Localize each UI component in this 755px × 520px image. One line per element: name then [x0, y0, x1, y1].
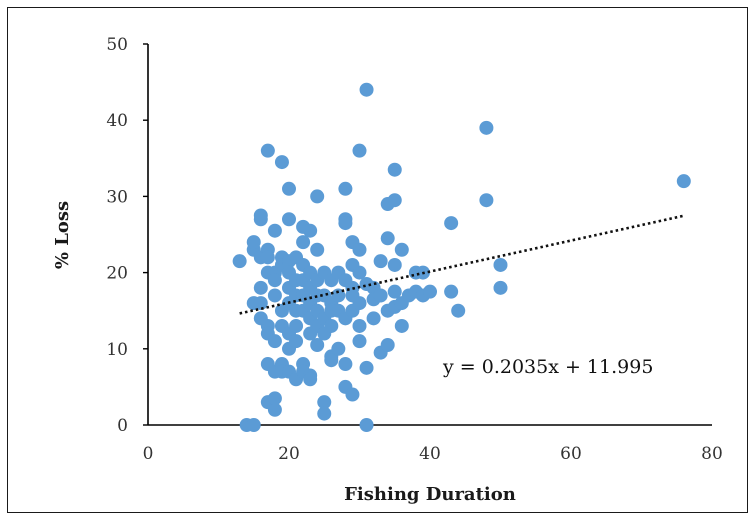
data-point	[246, 418, 261, 432]
data-point	[331, 341, 346, 356]
data-point	[423, 284, 437, 299]
y-tick-label: 50	[106, 35, 128, 55]
data-point	[338, 216, 353, 231]
y-axis: 0 10 20 30 40 50	[106, 35, 149, 436]
data-point	[267, 288, 282, 303]
data-point	[282, 212, 296, 227]
data-point	[324, 318, 339, 333]
data-point	[267, 223, 282, 238]
y-tick-label: 40	[106, 111, 128, 131]
data-point	[267, 334, 282, 349]
data-point	[260, 250, 275, 265]
x-tick-label: 40	[419, 444, 441, 464]
data-point	[310, 242, 325, 257]
data-point	[345, 387, 360, 402]
data-point	[366, 311, 381, 326]
data-points	[232, 82, 691, 432]
data-point	[338, 357, 353, 372]
data-point	[387, 257, 402, 272]
data-point	[303, 223, 318, 238]
data-point	[444, 284, 459, 299]
data-point	[493, 257, 508, 272]
data-point	[317, 406, 332, 421]
data-point	[310, 189, 325, 204]
x-tick-label: 20	[278, 444, 300, 464]
y-tick-label: 30	[106, 187, 128, 207]
data-point	[380, 231, 395, 246]
data-point	[359, 418, 374, 432]
data-point	[296, 235, 311, 250]
data-point	[317, 395, 332, 410]
data-point	[373, 288, 388, 303]
data-point	[444, 216, 459, 231]
data-point	[387, 162, 402, 177]
data-point	[493, 280, 508, 295]
data-point	[380, 337, 395, 352]
data-point	[253, 208, 268, 223]
data-point	[352, 334, 367, 349]
data-point	[352, 143, 367, 158]
data-point	[352, 242, 367, 257]
data-point	[394, 242, 409, 257]
data-point	[267, 402, 282, 417]
data-point	[359, 82, 374, 97]
data-point	[394, 318, 409, 333]
trendline-group	[239, 214, 685, 315]
x-axis: 0 20 40 60 80	[143, 424, 723, 464]
x-tick-label: 0	[143, 444, 154, 464]
x-tick-label: 60	[560, 444, 582, 464]
data-point	[387, 284, 402, 299]
trendline	[239, 214, 685, 315]
data-point	[676, 174, 691, 189]
data-point	[310, 337, 325, 352]
data-point	[352, 265, 367, 280]
data-point	[324, 353, 339, 368]
data-point	[232, 254, 247, 269]
trendline-equation: y = 0.2035x + 11.995	[442, 356, 653, 378]
data-point	[338, 181, 353, 196]
data-point	[289, 334, 304, 349]
data-point	[246, 235, 261, 250]
data-point	[253, 280, 268, 295]
data-point	[274, 155, 289, 170]
data-point	[352, 296, 367, 311]
data-point	[352, 318, 367, 333]
data-point	[267, 391, 282, 406]
data-point	[359, 360, 374, 375]
data-point	[303, 372, 318, 387]
data-point	[387, 193, 402, 208]
data-point	[479, 193, 494, 208]
data-point	[451, 303, 466, 318]
data-point	[479, 120, 494, 135]
data-point	[253, 296, 268, 311]
y-tick-label: 0	[117, 416, 128, 436]
data-point	[260, 143, 275, 158]
data-point	[289, 318, 304, 333]
y-tick-label: 20	[106, 264, 128, 284]
data-point	[331, 288, 346, 303]
x-tick-label: 80	[701, 444, 723, 464]
y-tick-label: 10	[106, 340, 128, 360]
x-axis-title: Fishing Duration	[344, 484, 516, 505]
y-axis-title: % Loss	[52, 201, 73, 269]
data-point	[373, 254, 388, 269]
data-point	[282, 181, 296, 196]
data-point	[267, 273, 282, 288]
